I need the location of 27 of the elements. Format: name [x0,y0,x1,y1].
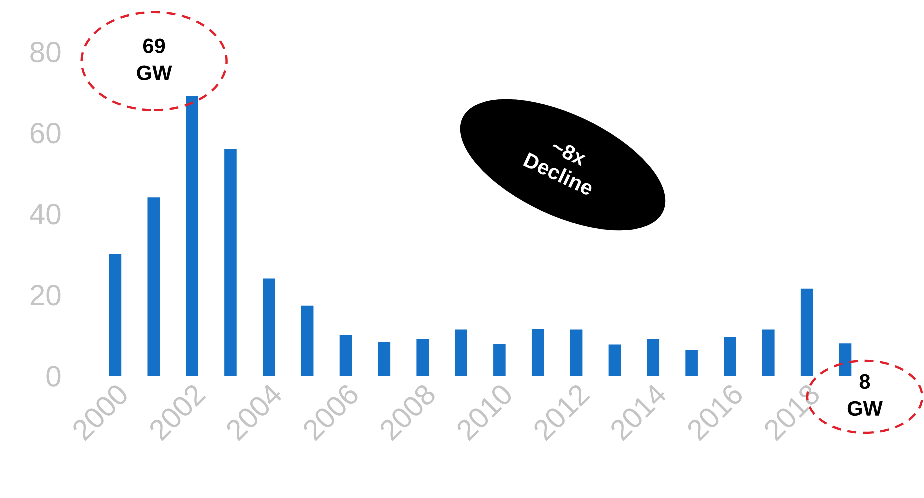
bar [455,330,468,376]
bar [378,342,391,376]
bar [340,335,352,376]
bar [608,344,622,376]
y-tick-label: 20 [30,285,61,306]
bar [416,339,429,376]
y-tick-label: 80 [30,42,61,63]
annotation: 69 GW [137,38,172,80]
bar [301,306,314,376]
bar [532,328,544,376]
bar [800,288,814,376]
bar [686,350,698,376]
bar [148,198,160,376]
bar [647,339,660,376]
bar [570,330,583,376]
y-tick-label: 0 [46,366,61,387]
bar [839,344,852,376]
y-tick-label: 40 [30,204,61,225]
bar [109,254,122,376]
bar [186,96,198,376]
annotation: 8 GW [848,374,883,416]
bar [494,344,506,376]
bar [263,278,276,376]
y-tick-label: 60 [30,123,61,144]
bar [224,149,237,376]
bar [762,330,775,376]
bar [724,337,736,376]
